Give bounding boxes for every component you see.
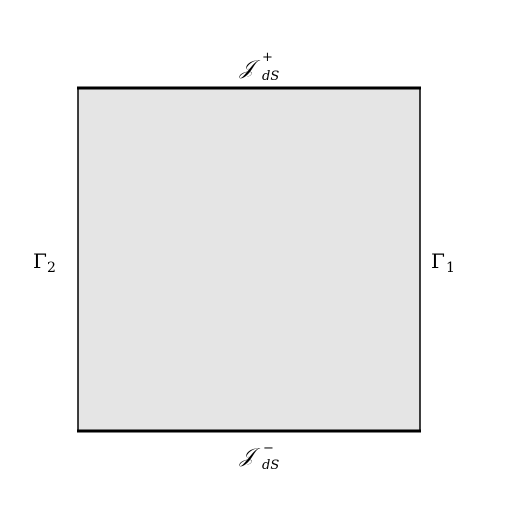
top-label-subscript: dS <box>262 69 279 84</box>
left-label-symbol: Γ <box>33 249 47 273</box>
shaded-region <box>78 88 420 431</box>
top-label-symbol: 𝒥 <box>239 55 261 79</box>
right-label-symbol: Γ <box>431 249 445 273</box>
label-right-gamma-1: Γ 1 <box>431 249 455 276</box>
right-label-subscript: 1 <box>446 260 455 276</box>
label-bottom-scri-minus: 𝒥 − dS <box>239 441 279 473</box>
bottom-label-symbol: 𝒥 <box>239 443 261 467</box>
top-label-superscript: + <box>262 50 273 65</box>
bottom-label-subscript: dS <box>262 458 279 473</box>
left-label-subscript: 2 <box>47 260 56 276</box>
label-top-scri-plus: 𝒥 + dS <box>239 50 279 84</box>
bottom-label-superscript: − <box>263 441 274 456</box>
label-left-gamma-2: Γ 2 <box>33 249 56 276</box>
